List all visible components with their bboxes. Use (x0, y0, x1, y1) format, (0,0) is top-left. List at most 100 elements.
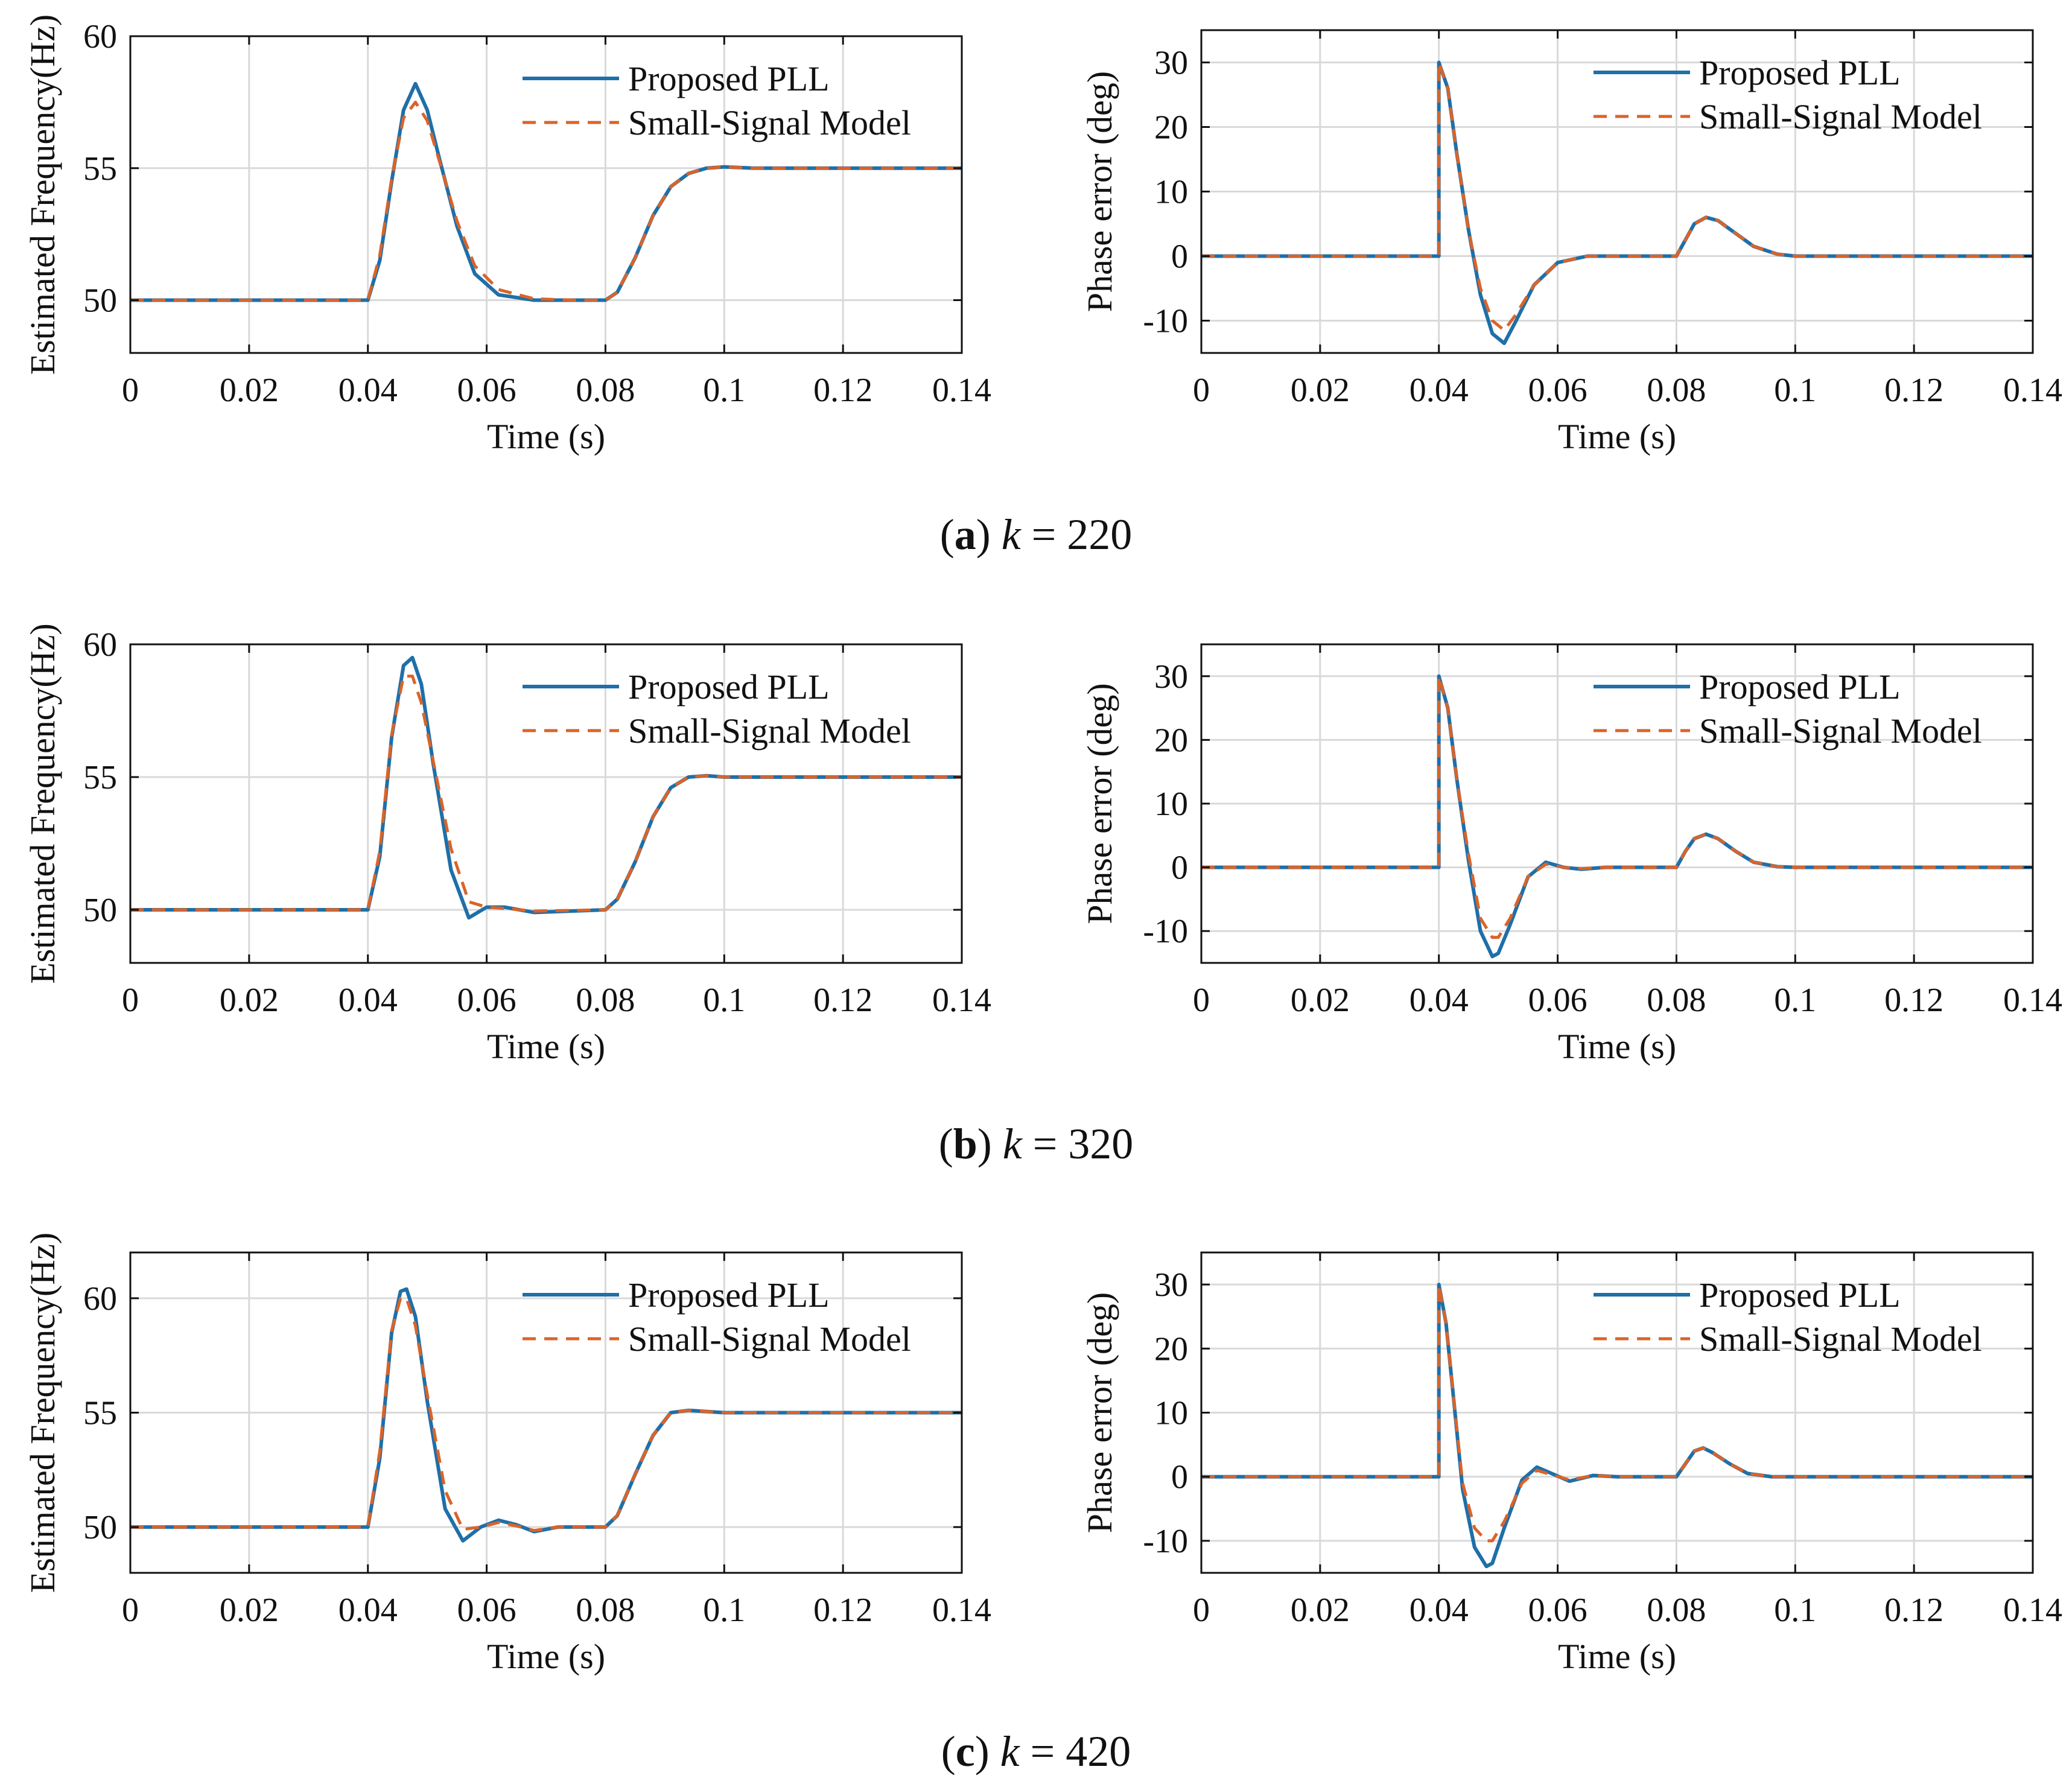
y-tick-label: 60 (83, 18, 117, 56)
series-line-small-signal-model (1201, 1283, 2033, 1543)
x-tick-label: 0.02 (1291, 1592, 1350, 1629)
y-tick-label: 10 (1154, 174, 1188, 211)
x-tick-label: 0.14 (2003, 982, 2062, 1019)
chart-b-phase: 0 0.02 0.04 0.06 0.08 0.1 0.12 0.14-100102030Ti… (1080, 643, 2062, 1066)
y-tick-label: 0 (1171, 849, 1188, 887)
x-tick-label: 0.02 (1291, 372, 1350, 409)
x-tick-label: 0.04 (338, 372, 398, 409)
x-axis-label: Time (s) (487, 1027, 605, 1066)
x-tick-label: 0.14 (932, 982, 991, 1019)
axes-box (129, 35, 963, 354)
caption-b: (b) k = 320 (938, 1120, 1134, 1168)
x-tick-label: 0 (1193, 1592, 1210, 1629)
legend-label-proposed-pll: Proposed PLL (1699, 53, 1901, 92)
y-axis-label: Phase error (deg) (1080, 1292, 1119, 1533)
chart-c-freq: 0 0.02 0.04 0.06 0.08 0.1 0.12 0.14 50 55 60 Time (… (23, 1233, 991, 1676)
series-line-proposed-pll (130, 656, 962, 920)
x-tick-label: 0.12 (813, 982, 872, 1019)
x-tick-label: 0.06 (457, 982, 516, 1019)
y-axis-label: Estimated Frequency(Hz) (23, 623, 62, 984)
y-tick-label: -10 (1143, 913, 1188, 950)
legend-label-proposed-pll: Proposed PLL (628, 59, 830, 98)
y-axis-label: Estimated Frequency(Hz) (23, 1233, 62, 1593)
x-tick-label: 0.14 (2003, 372, 2062, 409)
chart-c-phase: 0 0.02 0.04 0.06 0.08 0.1 0.12 0.14-100102030Ti… (1080, 1251, 2062, 1676)
y-tick-label: 50 (83, 282, 117, 320)
legend-label-proposed-pll: Proposed PLL (1699, 1275, 1901, 1315)
x-tick-label: 0.02 (220, 372, 279, 409)
x-tick-label: 0.04 (338, 1592, 398, 1629)
x-tick-label: 0.06 (1528, 372, 1587, 409)
x-tick-label: 0.12 (1884, 982, 1943, 1019)
x-tick-label: 0.08 (1647, 982, 1706, 1019)
y-tick-label: 10 (1154, 786, 1188, 823)
x-tick-label: 0.14 (932, 1592, 991, 1629)
y-tick-label: 20 (1154, 722, 1188, 759)
x-tick-label: 0.08 (576, 372, 635, 409)
x-axis-label: Time (s) (1558, 1027, 1676, 1066)
x-tick-label: 0 (1193, 982, 1210, 1019)
x-tick-label: 0.12 (1884, 372, 1943, 409)
x-tick-label: 0.06 (457, 372, 516, 409)
series-line-small-signal-model (130, 675, 962, 913)
y-tick-label: 50 (83, 1509, 117, 1546)
y-tick-label: 0 (1171, 1459, 1188, 1496)
series-line-small-signal-model (1201, 675, 2033, 939)
y-tick-label: 10 (1154, 1395, 1188, 1432)
x-tick-label: 0.12 (813, 1592, 872, 1629)
x-axis-label: Time (s) (487, 417, 605, 456)
y-tick-label: 30 (1154, 1266, 1188, 1304)
y-axis-label: Phase error (deg) (1080, 71, 1119, 312)
legend-label-small-signal-model: Small-Signal Model (628, 711, 911, 751)
x-tick-label: 0.12 (1884, 1592, 1943, 1629)
y-axis-label: Estimated Frequency(Hz) (23, 14, 62, 375)
legend-label-small-signal-model: Small-Signal Model (628, 103, 911, 142)
x-tick-label: 0.04 (338, 982, 398, 1019)
legend-label-small-signal-model: Small-Signal Model (1699, 97, 1982, 136)
y-tick-label: -10 (1143, 1523, 1188, 1560)
y-tick-label: 0 (1171, 238, 1188, 276)
x-tick-label: 0.02 (1291, 982, 1350, 1019)
x-tick-label: 0.08 (576, 982, 635, 1019)
x-tick-label: 0.04 (1409, 982, 1469, 1019)
x-tick-label: 0.08 (1647, 1592, 1706, 1629)
chart-a-freq: 0 0.02 0.04 0.06 0.08 0.1 0.12 0.14 50 55 60 Time (… (23, 14, 991, 456)
y-tick-label: 30 (1154, 658, 1188, 696)
y-tick-label: 60 (83, 1280, 117, 1318)
caption-c: (c) k = 420 (941, 1727, 1131, 1776)
legend-label-proposed-pll: Proposed PLL (1699, 667, 1901, 706)
y-tick-label: -10 (1143, 303, 1188, 340)
series-line-small-signal-model (130, 1297, 962, 1532)
legend-label-proposed-pll: Proposed PLL (628, 667, 830, 706)
x-tick-label: 0.1 (1774, 982, 1816, 1019)
x-tick-label: 0.1 (1774, 372, 1816, 409)
legend-label-small-signal-model: Small-Signal Model (1699, 1319, 1982, 1359)
legend-label-small-signal-model: Small-Signal Model (628, 1319, 911, 1359)
x-tick-label: 0.1 (703, 982, 745, 1019)
y-tick-label: 60 (83, 626, 117, 664)
x-axis-label: Time (s) (487, 1637, 605, 1676)
y-tick-label: 30 (1154, 45, 1188, 82)
x-tick-label: 0 (122, 1592, 139, 1629)
x-tick-label: 0.02 (220, 1592, 279, 1629)
series-line-small-signal-model (130, 100, 962, 302)
y-tick-label: 20 (1154, 1330, 1188, 1368)
x-tick-label: 0.04 (1409, 372, 1469, 409)
x-tick-label: 0 (122, 982, 139, 1019)
legend-label-small-signal-model: Small-Signal Model (1699, 711, 1982, 751)
y-tick-label: 50 (83, 892, 117, 929)
x-tick-label: 0 (122, 372, 139, 409)
x-axis-label: Time (s) (1558, 417, 1676, 456)
x-tick-label: 0.14 (932, 372, 991, 409)
chart-a-phase: 0 0.02 0.04 0.06 0.08 0.1 0.12 0.14-100102030Ti… (1080, 29, 2062, 456)
x-tick-label: 0.12 (813, 372, 872, 409)
x-tick-label: 0.1 (703, 1592, 745, 1629)
x-tick-label: 0.06 (457, 1592, 516, 1629)
y-tick-label: 55 (83, 150, 117, 188)
x-tick-label: 0.1 (1774, 1592, 1816, 1629)
y-axis-label: Phase error (deg) (1080, 683, 1119, 924)
x-tick-label: 0.08 (1647, 372, 1706, 409)
x-tick-label: 0.04 (1409, 1592, 1469, 1629)
y-tick-label: 55 (83, 1395, 117, 1432)
